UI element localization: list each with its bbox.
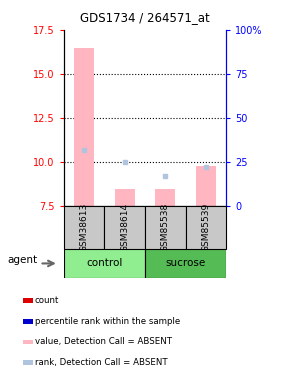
Text: count: count <box>35 296 59 305</box>
Bar <box>23 319 33 324</box>
Text: GSM38614: GSM38614 <box>120 203 129 252</box>
Text: GSM85539: GSM85539 <box>201 203 211 252</box>
Text: rank, Detection Call = ABSENT: rank, Detection Call = ABSENT <box>35 358 168 367</box>
Bar <box>145 249 226 278</box>
Text: value, Detection Call = ABSENT: value, Detection Call = ABSENT <box>35 338 172 346</box>
Bar <box>104 206 145 249</box>
Text: GSM85538: GSM85538 <box>161 203 170 252</box>
Bar <box>196 166 216 206</box>
Bar <box>145 206 186 249</box>
Text: GDS1734 / 264571_at: GDS1734 / 264571_at <box>80 11 210 24</box>
Text: agent: agent <box>7 255 37 265</box>
Bar <box>155 189 175 206</box>
Bar <box>186 206 226 249</box>
Bar <box>64 206 104 249</box>
Bar <box>64 249 145 278</box>
Bar <box>74 48 94 206</box>
Text: control: control <box>86 258 123 268</box>
Bar <box>23 360 33 365</box>
Bar <box>115 189 135 206</box>
Bar <box>23 298 33 303</box>
Text: sucrose: sucrose <box>166 258 206 268</box>
Bar <box>23 339 33 344</box>
Text: GSM38613: GSM38613 <box>79 203 89 252</box>
Text: percentile rank within the sample: percentile rank within the sample <box>35 317 180 326</box>
